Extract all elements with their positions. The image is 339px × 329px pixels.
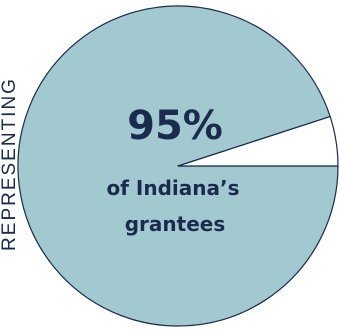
description-line-1: of Indiana’s <box>107 176 240 200</box>
pie-slices <box>17 5 339 327</box>
pie-slice-remainder <box>177 115 339 167</box>
description-line-2: grantees <box>125 212 226 236</box>
side-caption-text: REPRESENTING <box>0 77 20 251</box>
percentage-label: 95% <box>127 103 223 149</box>
